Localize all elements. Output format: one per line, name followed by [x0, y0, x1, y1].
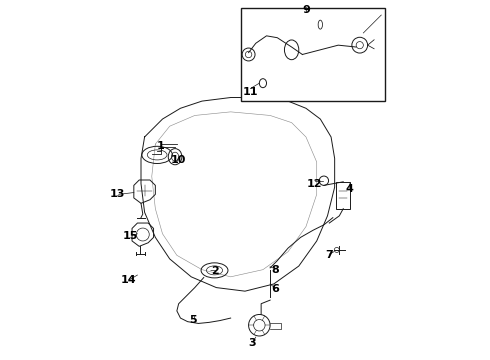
Text: 10: 10: [171, 155, 186, 165]
Text: 12: 12: [307, 179, 323, 189]
Text: 2: 2: [211, 266, 219, 276]
Text: 6: 6: [271, 284, 279, 294]
Bar: [242, 8, 385, 101]
Text: 7: 7: [325, 250, 333, 260]
Text: 11: 11: [243, 87, 258, 97]
Text: 15: 15: [122, 231, 138, 240]
Text: 5: 5: [189, 315, 197, 325]
Bar: [337, 182, 350, 209]
Text: 4: 4: [345, 184, 353, 194]
Text: 13: 13: [110, 189, 125, 199]
Text: 9: 9: [302, 5, 310, 15]
Text: 8: 8: [271, 265, 279, 275]
Text: 1: 1: [157, 141, 165, 151]
Text: 3: 3: [248, 338, 256, 348]
Text: 14: 14: [121, 275, 136, 285]
